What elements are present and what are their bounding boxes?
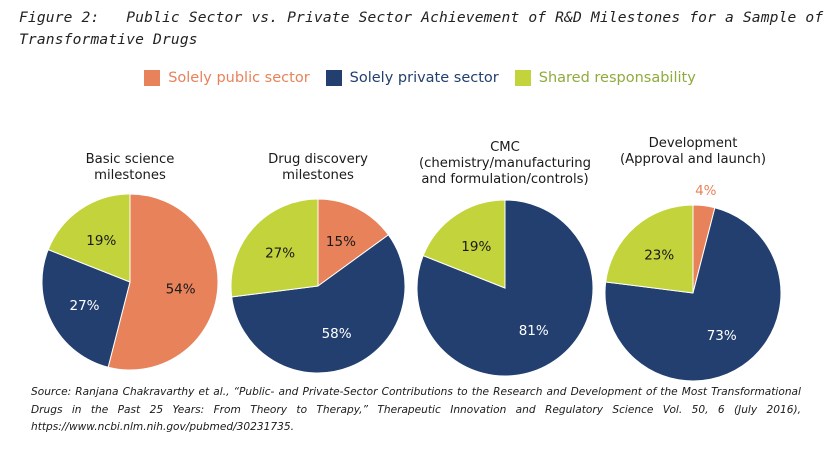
pie-title-line: (Approval and launch) (620, 152, 766, 167)
slice-label-public: 54% (166, 281, 196, 297)
pie-title-line: milestones (94, 168, 166, 183)
pie-title-line: CMC (490, 140, 520, 155)
pie-slice-public (317, 198, 390, 287)
legend-label-shared: Shared responsability (538, 70, 696, 86)
source-note: Source: Ranjana Chakravarthy et al., “Pu… (31, 386, 801, 433)
legend-swatch-public (144, 70, 161, 86)
pie-slice-private (41, 248, 131, 368)
pie-4: Development(Approval and launch) 4% 73% 23% (604, 136, 782, 382)
legend-item-public: Solely public sector (144, 70, 310, 86)
pie-slice-private (231, 234, 406, 374)
figure-title: Figure 2: Public Sector vs. Private Sect… (19, 9, 833, 48)
slice-label-shared: 19% (86, 233, 116, 249)
legend-label-public: Solely public sector (168, 70, 310, 86)
slice-label-public: 4% (695, 183, 717, 199)
pie-slice-shared (422, 199, 506, 289)
legend: Solely public sector Solely private sect… (0, 70, 840, 86)
pie-title-line: Basic science (86, 152, 175, 167)
slice-label-private: 58% (322, 326, 352, 342)
slice-label-shared: 23% (644, 248, 674, 264)
pie-slice-private (604, 207, 782, 382)
pie-title-line: Development (649, 136, 738, 151)
pie-slice-shared (230, 198, 319, 298)
slice-label-shared: 19% (461, 239, 491, 255)
slice-label-shared: 27% (265, 246, 295, 262)
legend-swatch-private (325, 70, 342, 86)
pie-slice-shared (605, 204, 694, 294)
slice-label-private: 27% (69, 298, 99, 314)
pie-title-line: (chemistry/manufacturing (419, 156, 591, 171)
pie-title-line: Drug discovery (268, 152, 368, 167)
slice-label-public: 15% (326, 234, 356, 250)
pie-slice-shared (47, 193, 131, 283)
legend-item-shared: Shared responsability (514, 70, 696, 86)
legend-label-private: Solely private sector (349, 70, 499, 86)
legend-swatch-shared (514, 70, 531, 86)
legend-item-private: Solely private sector (325, 70, 499, 86)
slice-label-private: 73% (707, 328, 737, 344)
pie-slice-public (107, 193, 219, 371)
slice-label-private: 81% (519, 323, 549, 339)
pie-title-line: and formulation/controls) (421, 172, 588, 187)
pie-title-line: milestones (282, 168, 354, 183)
